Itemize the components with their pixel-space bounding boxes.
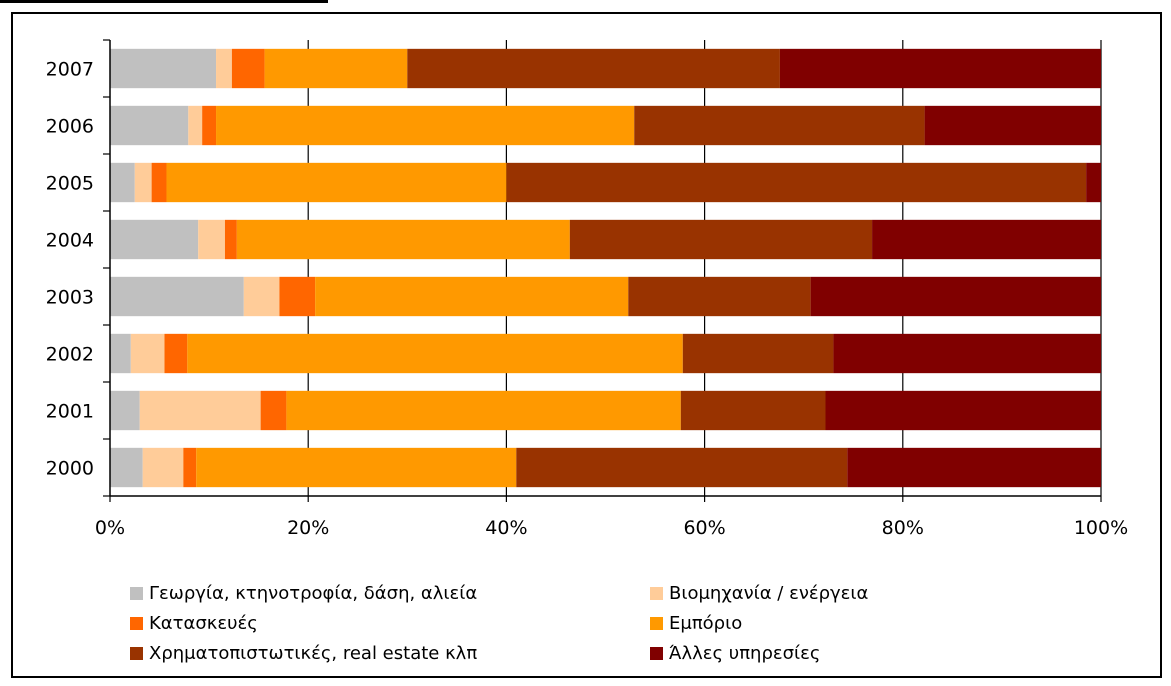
bar-segment <box>110 219 199 260</box>
bar-segment <box>924 105 1101 146</box>
legend-swatch <box>130 646 143 660</box>
bar-segment <box>569 219 873 260</box>
bar-segment <box>110 105 189 146</box>
bars <box>110 48 1101 488</box>
y-tick-label: 2000 <box>46 458 94 480</box>
y-tick-label: 2006 <box>46 116 94 138</box>
bar-segment <box>231 48 265 89</box>
y-tick-label: 2003 <box>46 287 94 309</box>
bar-segment <box>151 162 167 203</box>
bar-segment <box>224 219 237 260</box>
y-tick-label: 2002 <box>46 344 94 366</box>
bar-segment <box>139 390 261 431</box>
bar-segment <box>164 333 188 374</box>
legend-row: Κατασκευές Εμπόριο <box>130 608 960 638</box>
y-tick-label: 2005 <box>46 173 94 195</box>
bar-segment <box>634 105 925 146</box>
bar-segment <box>216 48 232 89</box>
legend-item: Εμπόριο <box>650 613 742 634</box>
legend-item: Χρηματοπιστωτικές, real estate κλπ <box>130 643 650 664</box>
bar-segment <box>1086 162 1101 203</box>
x-tick-label: 80% <box>882 517 924 539</box>
bar-segment <box>286 390 681 431</box>
bar-segment <box>130 333 165 374</box>
y-tick-label: 2001 <box>46 401 94 423</box>
legend-label: Γεωργία, κτηνοτροφία, δάση, αλιεία <box>149 582 478 604</box>
bar-segment <box>779 48 1101 89</box>
x-tick-label: 100% <box>1074 517 1128 539</box>
x-tick-label: 60% <box>683 517 725 539</box>
legend-swatch <box>650 586 663 600</box>
bar-segment <box>110 390 140 431</box>
bar-segment <box>166 162 507 203</box>
legend-item: Κατασκευές <box>130 613 650 634</box>
bar-segment <box>110 162 135 203</box>
bar-segment <box>682 333 834 374</box>
legend-item: Άλλες υπηρεσίες <box>650 643 820 664</box>
bar-segment <box>187 333 683 374</box>
legend-swatch <box>130 616 143 630</box>
bar-segment <box>142 447 184 488</box>
legend-row: Γεωργία, κτηνοτροφία, δάση, αλιεία Βιομη… <box>130 578 960 608</box>
bar-segment <box>110 447 143 488</box>
bar-segment <box>198 219 225 260</box>
bar-segment <box>243 276 280 317</box>
bar-segment <box>628 276 811 317</box>
legend-label: Εμπόριο <box>669 612 743 634</box>
bar-segment <box>188 105 203 146</box>
legend-label: Άλλες υπηρεσίες <box>669 642 821 664</box>
y-tick-label: 2007 <box>46 59 94 81</box>
y-axis: 2007 2006 2005 2004 2003 2002 2001 2000 <box>46 39 111 497</box>
bar-segment <box>183 447 197 488</box>
bar-segment <box>279 276 316 317</box>
legend-swatch <box>650 616 663 630</box>
legend-swatch <box>130 586 143 600</box>
bar-segment <box>202 105 217 146</box>
bar-segment <box>810 276 1101 317</box>
x-axis: 0% 20% 40% 60% 80% 100% <box>95 495 1128 539</box>
legend-item: Γεωργία, κτηνοτροφία, δάση, αλιεία <box>130 583 650 604</box>
bar-segment <box>236 219 570 260</box>
x-tick-label: 40% <box>485 517 527 539</box>
bar-segment <box>407 48 780 89</box>
legend-label: Βιομηχανία / ενέργεια <box>669 582 869 604</box>
legend-item: Βιομηχανία / ενέργεια <box>650 583 868 604</box>
bar-segment <box>110 333 131 374</box>
x-tick-label: 0% <box>95 517 125 539</box>
bar-segment <box>872 219 1101 260</box>
x-tick-label: 20% <box>287 517 329 539</box>
bar-segment <box>216 105 635 146</box>
bar-segment <box>833 333 1101 374</box>
legend: Γεωργία, κτηνοτροφία, δάση, αλιεία Βιομη… <box>130 578 960 668</box>
top-rule <box>0 0 328 3</box>
bar-segment <box>260 390 287 431</box>
y-tick-label: 2004 <box>46 230 94 252</box>
bar-segment <box>847 447 1101 488</box>
legend-swatch <box>650 646 663 660</box>
bar-segment <box>825 390 1101 431</box>
legend-label: Χρηματοπιστωτικές, real estate κλπ <box>149 642 478 664</box>
bar-segment <box>110 48 217 89</box>
legend-row: Χρηματοπιστωτικές, real estate κλπ Άλλες… <box>130 638 960 668</box>
bar-segment <box>134 162 152 203</box>
bar-segment <box>110 276 244 317</box>
bar-segment <box>315 276 629 317</box>
bar-segment <box>680 390 826 431</box>
bar-segment <box>196 447 517 488</box>
legend-label: Κατασκευές <box>149 612 258 634</box>
bar-segment <box>516 447 848 488</box>
bar-segment <box>506 162 1087 203</box>
bar-segment <box>264 48 408 89</box>
